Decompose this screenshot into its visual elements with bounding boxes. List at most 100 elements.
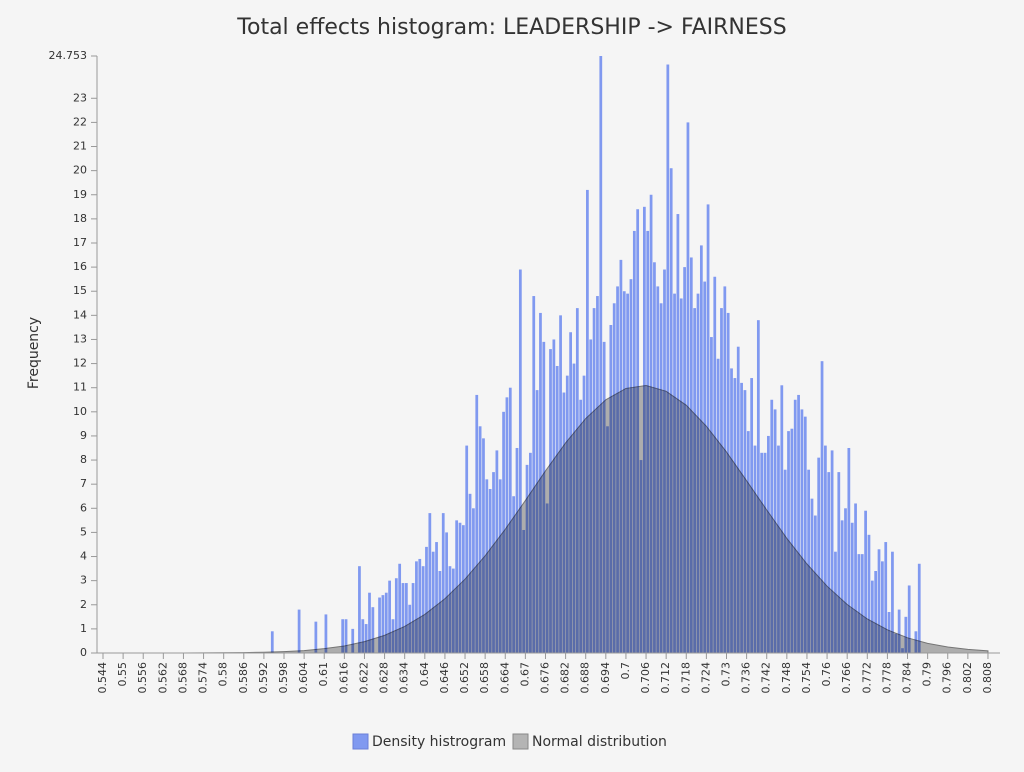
histogram-bar xyxy=(864,510,867,653)
plot-area xyxy=(102,56,989,654)
x-tick-label: 0.592 xyxy=(257,662,270,694)
x-tick-label: 0.568 xyxy=(176,662,189,694)
y-tick-label: 18 xyxy=(73,212,87,225)
histogram-bar xyxy=(827,472,831,653)
histogram-bar xyxy=(790,428,794,653)
x-tick-label: 0.742 xyxy=(760,662,773,694)
x-tick-label: 0.562 xyxy=(156,662,169,694)
histogram-bar xyxy=(418,558,422,653)
histogram-bar xyxy=(270,631,274,653)
histogram-bar xyxy=(837,472,841,653)
x-tick-label: 0.676 xyxy=(538,662,551,694)
histogram-bar xyxy=(388,580,391,653)
x-tick-label: 0.61 xyxy=(317,662,330,687)
y-tick-label: 9 xyxy=(80,429,87,442)
histogram-bar xyxy=(381,595,385,653)
x-tick-label: 0.586 xyxy=(237,662,250,694)
x-tick-label: 0.778 xyxy=(880,662,893,694)
y-tick-label: 1 xyxy=(80,622,87,635)
histogram-bar xyxy=(428,513,432,653)
y-tick-label: 20 xyxy=(73,164,87,177)
y-tick-label: 21 xyxy=(73,140,87,153)
x-tick-label: 0.766 xyxy=(840,662,853,694)
y-tick-label: 4 xyxy=(80,550,87,563)
histogram-bar xyxy=(817,457,821,653)
histogram-bar xyxy=(860,554,864,653)
histogram-bar xyxy=(870,580,874,653)
x-tick-label: 0.652 xyxy=(458,662,471,694)
histogram-bar xyxy=(401,583,405,653)
histogram-bar xyxy=(478,426,482,653)
histogram-bar xyxy=(441,513,445,653)
histogram-bar xyxy=(358,566,361,653)
x-tick-label: 0.772 xyxy=(860,662,873,694)
histogram-bar xyxy=(830,450,834,653)
x-tick-label: 0.658 xyxy=(478,662,491,694)
x-tick-label: 0.616 xyxy=(337,662,350,694)
y-tick-label: 3 xyxy=(80,574,87,587)
x-tick-label: 0.706 xyxy=(639,662,652,694)
histogram-bar xyxy=(384,592,388,653)
y-tick-label: 5 xyxy=(80,525,87,538)
y-tick-label: 15 xyxy=(73,284,87,297)
y-tick-label: 10 xyxy=(73,405,87,418)
x-tick-label: 0.604 xyxy=(297,662,310,694)
histogram-bar xyxy=(415,561,418,653)
y-tick-label: 22 xyxy=(73,115,87,128)
histogram-bar xyxy=(666,64,670,654)
x-tick-label: 0.64 xyxy=(418,662,431,687)
histogram-bar xyxy=(364,624,368,653)
normal-curve xyxy=(102,385,989,654)
histogram-bar xyxy=(807,469,811,653)
histogram-bar xyxy=(482,438,485,653)
histogram-bar xyxy=(793,399,797,653)
histogram-bar xyxy=(297,609,301,653)
histogram-bar xyxy=(394,578,398,653)
x-tick-label: 0.544 xyxy=(96,662,109,694)
legend-swatch xyxy=(512,733,529,750)
x-tick-label: 0.628 xyxy=(378,662,391,694)
x-tick-label: 0.622 xyxy=(357,662,370,694)
x-tick-label: 0.67 xyxy=(518,662,531,687)
histogram-bar xyxy=(435,542,438,653)
histogram-bar xyxy=(378,597,381,653)
x-tick-label: 0.724 xyxy=(699,662,712,694)
histogram-bar xyxy=(508,387,512,653)
histogram-bar xyxy=(756,320,760,653)
x-tick-label: 0.784 xyxy=(901,662,914,694)
histogram-bar xyxy=(884,542,888,653)
y-tick-label: 19 xyxy=(73,188,87,201)
x-tick-label: 0.688 xyxy=(579,662,592,694)
x-tick-label: 0.796 xyxy=(941,662,954,694)
y-tick-label: 13 xyxy=(73,332,87,345)
histogram-bar xyxy=(421,566,425,653)
histogram-bar xyxy=(844,508,847,653)
histogram-bar xyxy=(904,616,908,653)
histogram-bar xyxy=(803,416,807,653)
y-tick-label: 8 xyxy=(80,453,87,466)
x-tick-label: 0.55 xyxy=(116,662,129,687)
histogram-bar xyxy=(907,585,911,653)
x-tick-label: 0.718 xyxy=(679,662,692,694)
x-tick-label: 0.748 xyxy=(780,662,793,694)
x-tick-label: 0.76 xyxy=(820,662,833,687)
histogram-bar xyxy=(850,522,854,653)
histogram-bar xyxy=(857,554,861,653)
x-tick-label: 0.556 xyxy=(136,662,149,694)
histogram-bar xyxy=(840,520,844,653)
histogram-bar xyxy=(518,269,522,653)
x-tick-label: 0.646 xyxy=(438,662,451,694)
histogram-bar xyxy=(877,549,881,653)
y-tick-label: 16 xyxy=(73,260,87,273)
x-tick-label: 0.754 xyxy=(800,662,813,694)
histogram-bar xyxy=(797,394,800,653)
histogram-bar xyxy=(897,609,901,653)
histogram-bar xyxy=(314,621,318,653)
histogram-bar xyxy=(917,563,921,653)
x-tick-label: 0.694 xyxy=(599,662,612,694)
histogram-bar xyxy=(425,546,428,653)
y-tick-label: 23 xyxy=(73,91,87,104)
x-tick-label: 0.73 xyxy=(719,662,732,687)
